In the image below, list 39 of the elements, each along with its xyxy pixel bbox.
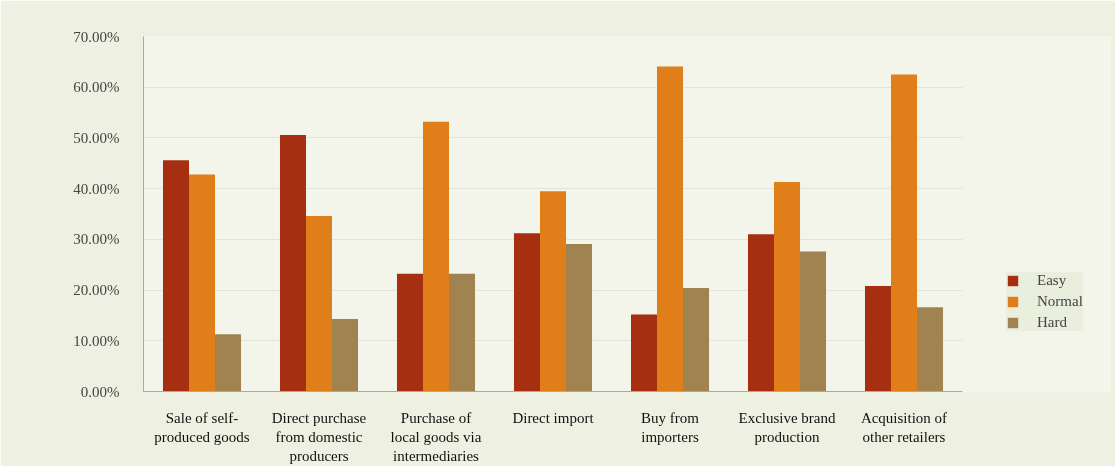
y-tick-label: 50.00% [73, 129, 120, 146]
y-tick-label: 30.00% [73, 231, 120, 248]
bar [513, 233, 540, 392]
bar [305, 216, 333, 392]
bar [864, 286, 891, 392]
bar [890, 74, 918, 392]
y-tick-label: 40.00% [73, 180, 120, 197]
bar [215, 334, 242, 392]
bar [683, 288, 710, 392]
bar [396, 273, 423, 392]
x-tick-label: Purchase of local goods via intermediaries [390, 409, 482, 464]
bar [917, 307, 944, 392]
bar [630, 314, 657, 392]
legend-label: Hard [1037, 314, 1067, 331]
y-tick-label: 0.00% [80, 383, 120, 400]
bar [566, 243, 593, 392]
bar [332, 318, 359, 392]
bar [800, 251, 827, 392]
bar [539, 191, 567, 392]
y-tick-label: 10.00% [73, 332, 120, 349]
x-tick-label: Sale of self-produced goods [154, 409, 250, 445]
bar [162, 160, 189, 392]
x-tick-label: Buy from importers [641, 409, 700, 445]
bar [747, 234, 774, 392]
legend-label: Normal [1037, 293, 1083, 310]
x-tick-label: Direct purchase from domestic producers [271, 409, 367, 464]
bar [656, 66, 684, 392]
y-tick-label: 20.00% [73, 282, 120, 299]
y-tick-label: 70.00% [73, 28, 120, 45]
y-tick-label: 60.00% [73, 79, 120, 96]
legend-label: Easy [1037, 272, 1067, 289]
x-tick-label: Exclusive brand production [738, 409, 837, 445]
bar [449, 273, 476, 392]
bar [422, 121, 450, 392]
bar [773, 182, 801, 392]
bar [279, 134, 306, 392]
x-tick-label: Direct import [512, 409, 595, 426]
bar [188, 174, 216, 392]
x-tick-label: Acquisition of other retailers [860, 409, 948, 445]
